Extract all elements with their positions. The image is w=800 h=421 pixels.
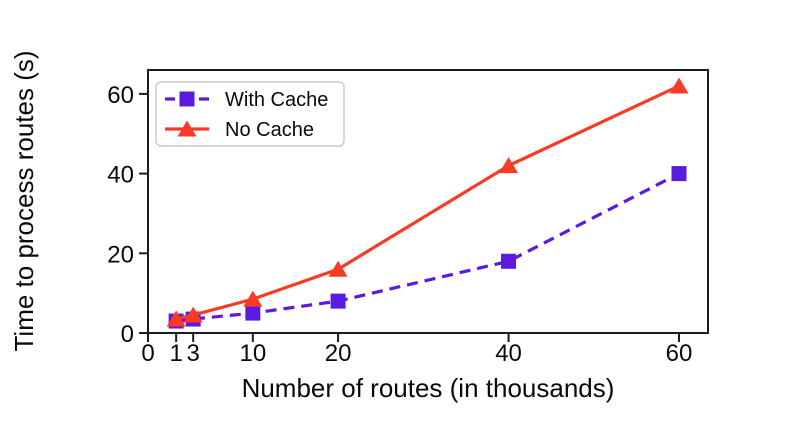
- no-cache-triangle-marker: [243, 290, 263, 307]
- no-cache-triangle-marker: [669, 77, 689, 94]
- with-cache-square-marker: [245, 305, 261, 321]
- with-cache-square-marker: [671, 166, 687, 182]
- x-tick-label: 60: [666, 340, 693, 367]
- legend-item-no-cache: No Cache: [165, 119, 314, 141]
- x-tick-label: 0: [141, 340, 154, 367]
- series-group: [166, 77, 689, 329]
- x-tick-label: 40: [495, 340, 522, 367]
- y-tick-label: 0: [121, 321, 134, 348]
- legend-triangle-icon: [177, 120, 197, 137]
- no-cache-triangle-marker: [166, 310, 186, 327]
- with-cache-square-marker: [330, 293, 346, 309]
- x-tick-label: 20: [325, 340, 352, 367]
- x-axis-label: Number of routes (in thousands): [242, 373, 615, 403]
- y-tick-label: 40: [107, 162, 134, 189]
- y-axis-label: Time to process routes (s): [9, 50, 39, 351]
- x-tick-label: 10: [239, 340, 266, 367]
- legend-item-with-cache: With Cache: [165, 89, 328, 111]
- plot-area: [147, 69, 709, 334]
- no-cache-triangle-marker: [328, 260, 348, 277]
- x-tick-label: 3: [186, 340, 199, 367]
- legend-label-with-cache: With Cache: [225, 89, 328, 111]
- legend: With Cache No Cache: [155, 81, 345, 147]
- legend-label-no-cache: No Cache: [225, 119, 314, 141]
- no-cache-triangle-marker: [183, 306, 203, 323]
- x-tick-label: 1: [169, 340, 182, 367]
- legend-square-icon: [179, 91, 195, 107]
- no-cache-triangle-marker: [499, 157, 519, 174]
- y-tick-label: 20: [107, 241, 134, 268]
- series-line-with-cache: [175, 172, 680, 323]
- with-cache-square-marker: [501, 253, 517, 269]
- y-tick-label: 60: [107, 82, 134, 109]
